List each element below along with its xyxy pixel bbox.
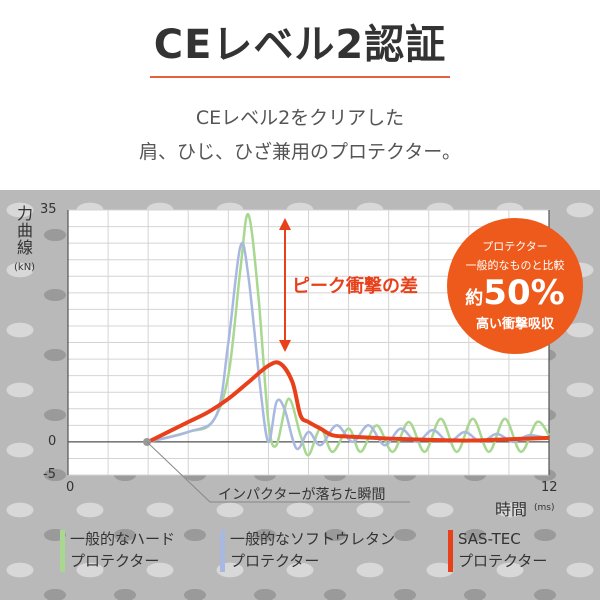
page-title: CEレベル2認証 xyxy=(153,22,447,68)
x-tick-0: 0 xyxy=(66,480,75,495)
x-axis-label: 時間 xyxy=(495,500,528,519)
peak-diff-label: ピーク衝撃の差 xyxy=(292,276,418,297)
subtitle-line-1: CEレベル2をクリアした xyxy=(195,107,405,129)
y-axis-unit: (kN) xyxy=(14,262,36,273)
impact-moment-label: インパクターが落ちた瞬間 xyxy=(218,487,386,503)
y-tick-neg5: -5 xyxy=(43,467,56,482)
legend-item-hard: 一般的なハード プロテクター xyxy=(60,528,175,572)
legend-label-hard-2: プロテクター xyxy=(70,552,160,570)
series-line-1 xyxy=(147,241,550,451)
legend-swatch-hard xyxy=(60,530,65,572)
subtitle-line-2: 肩、ひじ、ひざ兼用のプロテクター。 xyxy=(138,141,462,163)
legend-item-sastec: SAS-TEC プロテクター xyxy=(448,528,547,572)
legend-label-soft-1: 一般的なソフトウレタン xyxy=(230,530,396,548)
legend-swatch-soft xyxy=(220,530,225,572)
legend-swatch-sastec xyxy=(448,530,453,572)
y-tick-0: 0 xyxy=(48,434,57,449)
legend-item-soft: 一般的なソフトウレタン プロテクター xyxy=(220,528,395,572)
series-group xyxy=(147,213,551,457)
x-axis-unit: (ms) xyxy=(534,503,555,513)
legend-label-hard-1: 一般的なハード xyxy=(70,530,176,548)
badge-line-1: プロテクター xyxy=(482,240,548,253)
series-line-2 xyxy=(147,360,550,444)
header-area: CEレベル2認証 CEレベル2をクリアした 肩、ひじ、ひざ兼用のプロテクター。 xyxy=(0,0,600,190)
legend-label-sastec-1: SAS-TEC xyxy=(458,530,521,548)
impact-callout-line xyxy=(146,441,410,503)
legend-label-soft-2: プロテクター xyxy=(230,552,320,570)
legend-label-sastec-2: プロテクター xyxy=(458,552,548,570)
absorption-badge: プロテクター 一般的なものと比較 約50% 高い衝撃吸収 xyxy=(447,218,583,354)
badge-value: 50% xyxy=(483,273,565,313)
title-divider xyxy=(150,76,450,78)
x-tick-12: 12 xyxy=(541,480,558,495)
badge-prefix: 約 xyxy=(465,288,484,309)
badge-line-2: 一般的なものと比較 xyxy=(465,259,565,272)
arrow-head-up xyxy=(279,218,291,230)
y-tick-35: 35 xyxy=(40,202,57,217)
y-axis-label: 力曲線 xyxy=(17,204,34,257)
arrow-head-down xyxy=(279,340,291,352)
badge-line-3: 高い衝撃吸収 xyxy=(475,317,554,332)
